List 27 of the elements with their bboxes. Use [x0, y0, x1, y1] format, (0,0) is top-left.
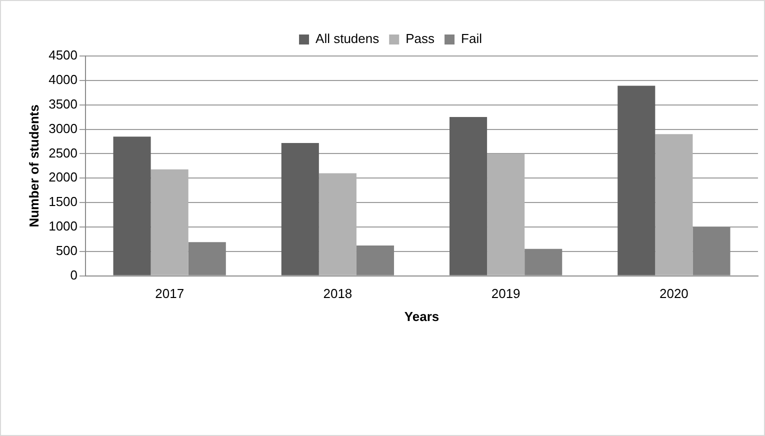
bar — [450, 117, 488, 276]
y-tick-label: 4500 — [48, 48, 78, 63]
y-axis-title: Number of students — [26, 104, 42, 228]
y-tick-label: 2000 — [48, 170, 78, 185]
y-tick-label: 4000 — [48, 72, 78, 87]
y-tick-label: 0 — [70, 267, 78, 282]
bar — [487, 154, 525, 276]
legend-label: All studens — [316, 31, 380, 46]
bar — [150, 169, 188, 276]
bar — [618, 86, 656, 276]
bar — [281, 142, 319, 276]
x-tick-label: 2019 — [491, 286, 520, 302]
y-tick-label: 1000 — [48, 218, 78, 234]
y-tick-label: 3500 — [48, 96, 78, 112]
y-tick-label: 2500 — [48, 145, 78, 160]
x-tick-label: 2020 — [659, 286, 688, 302]
y-tick-label: 500 — [56, 242, 78, 258]
bar — [655, 134, 693, 276]
y-tick-label: 1500 — [48, 194, 78, 210]
legend-label: Fail — [461, 31, 482, 46]
x-tick-label: 2017 — [155, 286, 184, 302]
y-tick-label: 3000 — [48, 120, 78, 136]
bar — [113, 136, 151, 276]
x-axis-title: Years — [404, 308, 440, 324]
legend-label: Pass — [406, 31, 436, 46]
bar — [318, 173, 356, 276]
x-tick-label: 2018 — [323, 286, 352, 302]
